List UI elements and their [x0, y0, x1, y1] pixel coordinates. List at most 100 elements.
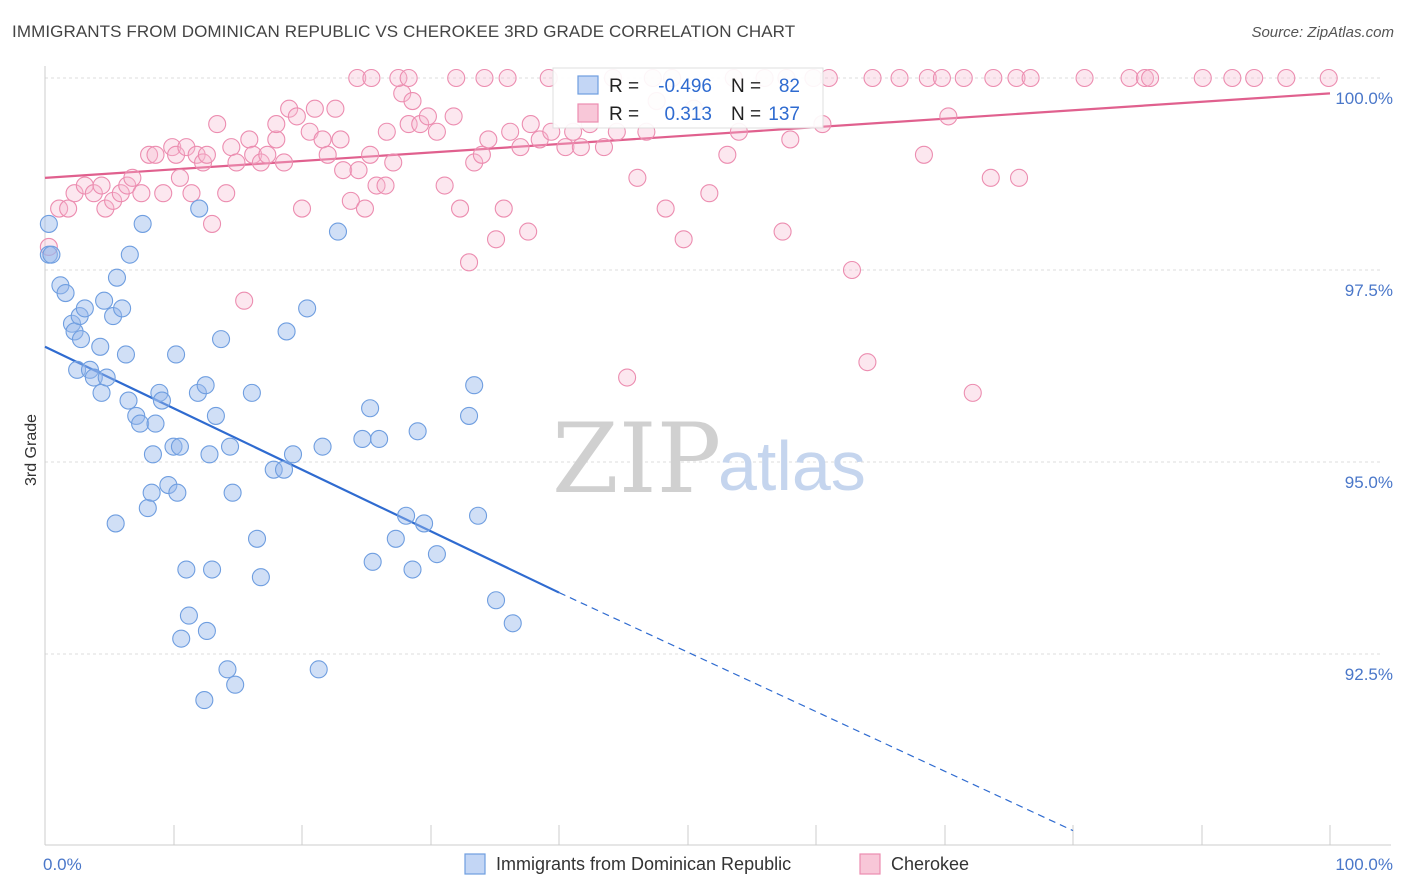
legend-n-value-1: 82 [779, 76, 800, 97]
chart-title: IMMIGRANTS FROM DOMINICAN REPUBLIC VS CH… [12, 22, 796, 41]
point-cherokee-125 [1193, 68, 1212, 88]
point-dominican-49 [211, 330, 231, 349]
point-cherokee-24 [203, 214, 222, 233]
point-cherokee-47 [355, 199, 375, 218]
point-dominican-70 [397, 506, 416, 525]
point-cherokee-117 [954, 68, 973, 88]
point-cherokee-88 [773, 222, 792, 241]
legend-swatch-blue [577, 75, 599, 95]
point-cherokee-37 [287, 107, 306, 126]
source-label: Source: ZipAtlas.com [1251, 24, 1394, 41]
point-dominican-69 [386, 529, 405, 548]
point-cherokee-79 [628, 168, 647, 187]
point-cherokee-26 [217, 184, 236, 203]
point-dominican-56 [251, 568, 270, 587]
point-dominican-43 [195, 691, 214, 710]
point-cherokee-23 [197, 145, 216, 164]
point-cherokee-78 [618, 368, 637, 387]
point-cherokee-5 [84, 184, 103, 203]
point-cherokee-33 [258, 145, 277, 164]
data-points [39, 68, 1338, 710]
point-dominican-47 [203, 560, 222, 579]
point-cherokee-17 [167, 145, 186, 164]
point-dominican-68 [370, 429, 389, 449]
point-cherokee-40 [305, 99, 324, 118]
trend-lines [44, 92, 1331, 832]
point-dominican-75 [459, 406, 479, 425]
point-cherokee-123 [1135, 68, 1155, 88]
point-dominican-54 [242, 383, 261, 402]
point-dominican-26 [106, 514, 125, 533]
legend-n-label-2: N = [731, 104, 761, 125]
point-dominican-29 [143, 445, 162, 464]
point-cherokee-134 [842, 260, 862, 280]
legend-r-label-2: R = [609, 104, 639, 125]
point-dominican-64 [328, 222, 348, 241]
point-cherokee-34 [267, 130, 286, 149]
point-cherokee-28 [227, 153, 246, 172]
point-cherokee-72 [556, 138, 575, 157]
point-cherokee-58 [435, 176, 454, 195]
point-cherokee-118 [984, 68, 1003, 88]
point-cherokee-65 [486, 230, 506, 249]
point-dominican-34 [164, 437, 183, 456]
point-cherokee-50 [376, 176, 395, 195]
point-cherokee-121 [1075, 68, 1094, 88]
point-cherokee-9 [111, 184, 130, 203]
point-cherokee-85 [700, 184, 719, 203]
point-cherokee-48 [361, 145, 380, 164]
point-cherokee-20 [182, 184, 201, 203]
point-cherokee-6 [92, 176, 111, 195]
point-dominican-60 [283, 445, 303, 464]
point-cherokee-55 [411, 115, 430, 134]
point-cherokee-36 [280, 99, 299, 118]
point-dominican-37 [170, 437, 189, 456]
point-cherokee-60 [451, 199, 470, 218]
x-tick-label-0: 0.0% [43, 855, 82, 874]
watermark-zip: ZIP [552, 403, 721, 515]
x-tick-label-1: 100.0% [1335, 855, 1393, 874]
point-dominican-30 [146, 414, 165, 433]
point-cherokee-98 [362, 68, 381, 88]
point-dominican-74 [427, 545, 446, 564]
point-cherokee-35 [274, 153, 294, 172]
point-cherokee-101 [447, 68, 466, 88]
point-dominican-2 [42, 245, 61, 264]
point-cherokee-74 [571, 138, 590, 157]
point-cherokee-115 [918, 68, 937, 88]
stats-legend: R = -0.496 N = 82 R = 0.313 N = 137 [552, 67, 824, 129]
point-dominican-78 [486, 591, 506, 610]
tick-labels: 92.5% 95.0% 97.5% 100.0% 0.0% 100.0% [43, 89, 1393, 874]
point-cherokee-99 [389, 68, 408, 88]
point-dominican-67 [363, 552, 382, 571]
point-cherokee-14 [146, 145, 165, 164]
point-dominican-39 [177, 560, 196, 579]
legend-r-value-2: 0.313 [664, 104, 712, 125]
trendline-cherokee [44, 92, 1331, 179]
point-dominican-50 [218, 660, 237, 679]
point-cherokee-64 [479, 130, 498, 149]
series-legend: Immigrants from Dominican Republic Chero… [464, 853, 969, 875]
point-dominican-57 [264, 460, 283, 479]
point-cherokee-127 [1245, 68, 1264, 88]
point-cherokee-51 [384, 153, 403, 172]
point-cherokee-86 [718, 145, 737, 164]
point-cherokee-116 [932, 68, 951, 88]
y-tick-label-3: 100.0% [1335, 89, 1393, 108]
point-cherokee-29 [235, 291, 254, 310]
point-dominican-79 [503, 614, 522, 633]
point-dominican-22 [120, 245, 139, 264]
point-cherokee-41 [313, 130, 332, 149]
point-cherokee-57 [427, 122, 446, 141]
trendline-dominican-extension [558, 592, 1074, 832]
point-cherokee-124 [1141, 68, 1160, 88]
point-dominican-58 [274, 460, 294, 479]
point-cherokee-18 [170, 168, 189, 187]
legend-swatch-pink [577, 103, 599, 123]
point-cherokee-27 [222, 138, 241, 157]
point-dominican-35 [167, 345, 186, 364]
point-cherokee-8 [104, 191, 123, 210]
point-cherokee-113 [863, 68, 882, 88]
point-cherokee-91 [858, 353, 877, 372]
